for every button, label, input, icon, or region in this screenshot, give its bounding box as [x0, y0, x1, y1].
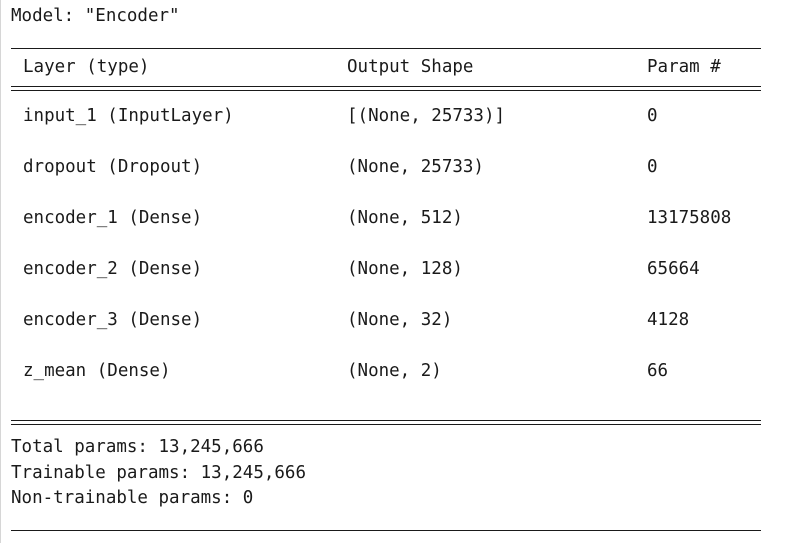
bottom-rule: [11, 530, 761, 531]
total-params: Total params: 13,245,666: [11, 437, 264, 457]
layer-name: dropout (Dropout): [23, 157, 203, 177]
layer-param-count: 65664: [647, 259, 700, 279]
header-layer-type: Layer (type): [23, 57, 150, 77]
layer-param-count: 66: [647, 361, 669, 381]
layer-output-shape: (None, 512): [347, 208, 463, 228]
layer-name: input_1 (InputLayer): [23, 106, 234, 126]
footer-double-rule: [11, 420, 761, 425]
model-title: Model: "Encoder": [11, 6, 180, 26]
header-param-count: Param #: [647, 57, 721, 77]
layer-name: encoder_1 (Dense): [23, 208, 203, 228]
output-cell-border: [0, 0, 1, 543]
header-output-shape: Output Shape: [347, 57, 474, 77]
layer-name: z_mean (Dense): [23, 361, 171, 381]
layer-output-shape: (None, 128): [347, 259, 463, 279]
layer-name: encoder_3 (Dense): [23, 310, 203, 330]
layer-param-count: 0: [647, 157, 658, 177]
layer-param-count: 13175808: [647, 208, 732, 228]
header-double-rule: [11, 86, 761, 91]
layer-param-count: 4128: [647, 310, 690, 330]
layer-output-shape: [(None, 25733)]: [347, 106, 506, 126]
trainable-params: Trainable params: 13,245,666: [11, 463, 307, 483]
layer-param-count: 0: [647, 106, 658, 126]
non-trainable-params: Non-trainable params: 0: [11, 488, 254, 508]
top-rule: [11, 48, 761, 49]
layer-output-shape: (None, 2): [347, 361, 442, 381]
layer-name: encoder_2 (Dense): [23, 259, 203, 279]
layer-output-shape: (None, 25733): [347, 157, 484, 177]
layer-output-shape: (None, 32): [347, 310, 453, 330]
